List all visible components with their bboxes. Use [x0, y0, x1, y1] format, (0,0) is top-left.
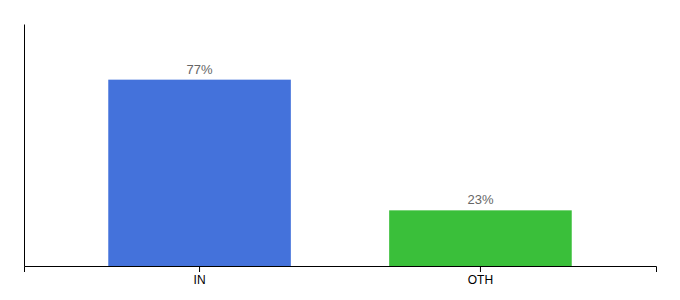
data-labels: 77% 23% — [187, 62, 494, 208]
x-tick-mark — [480, 266, 481, 272]
bar — [108, 80, 291, 266]
plot-area: IN OTH 77% 23% — [25, 25, 657, 287]
x-axis: IN OTH — [25, 266, 657, 287]
x-tick: IN — [194, 266, 206, 287]
x-tick: OTH — [468, 266, 493, 287]
data-label: 23% — [467, 192, 493, 207]
x-tick-label: OTH — [468, 273, 493, 287]
y-axis — [24, 25, 25, 267]
y-axis-line — [24, 25, 25, 267]
x-axis-line — [25, 267, 657, 273]
bar — [389, 210, 572, 266]
chart-svg: IN OTH 77% 23% — [0, 0, 680, 300]
data-label: 77% — [187, 62, 213, 77]
chart-container: IN OTH 77% 23% — [0, 0, 680, 300]
bars — [108, 80, 571, 266]
x-tick-label: IN — [194, 273, 206, 287]
x-tick-mark — [199, 266, 200, 272]
